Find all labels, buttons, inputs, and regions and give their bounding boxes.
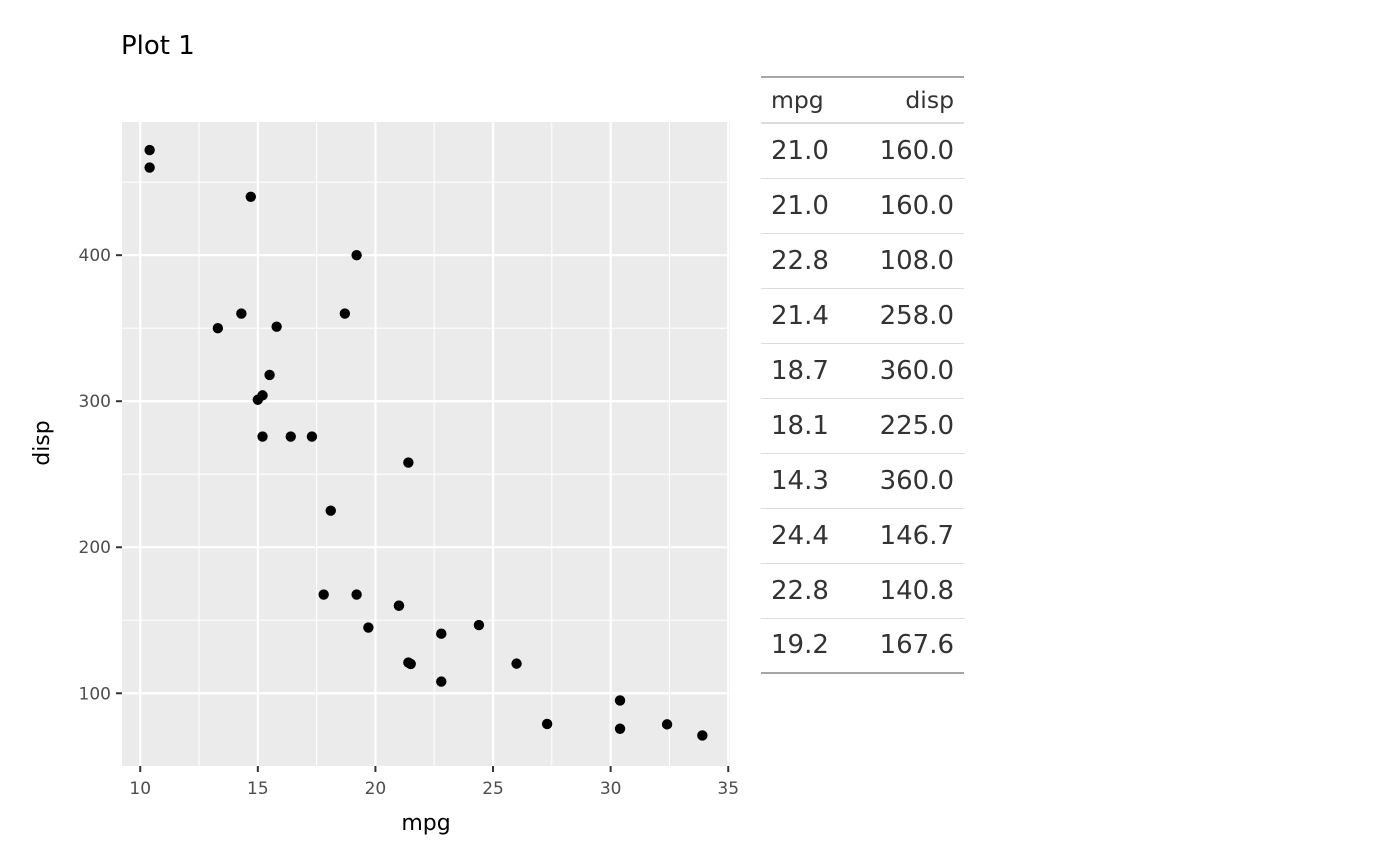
data-point bbox=[212, 322, 224, 334]
table-cell-mpg: 22.8 bbox=[771, 245, 829, 276]
column-header-mpg: mpg bbox=[761, 76, 852, 124]
y-tick-label: 100 bbox=[79, 684, 111, 704]
table-cell-mpg: 21.0 bbox=[771, 135, 829, 166]
x-tick-label: 10 bbox=[129, 779, 151, 799]
data-point bbox=[264, 369, 275, 381]
x-tick-label: 30 bbox=[600, 779, 622, 799]
data-point bbox=[144, 162, 155, 173]
table-cell-mpg: 14.3 bbox=[771, 465, 829, 496]
data-point bbox=[697, 730, 708, 741]
data-point bbox=[473, 619, 485, 631]
data-point bbox=[661, 719, 673, 730]
data-point bbox=[271, 321, 282, 332]
table-row: 22.8 140.8 bbox=[761, 563, 964, 618]
data-point bbox=[325, 505, 336, 516]
grid-lines bbox=[122, 122, 730, 766]
table-row: 14.3 360.0 bbox=[761, 453, 964, 508]
data-point bbox=[257, 431, 268, 442]
table-row: 18.7 360.0 bbox=[761, 343, 964, 398]
y-tick-label: 400 bbox=[79, 246, 111, 266]
table-cell-disp: 167.6 bbox=[879, 630, 954, 661]
table-cell-disp: 160.0 bbox=[879, 190, 954, 221]
table-header-row: mpg disp bbox=[761, 76, 964, 124]
data-points bbox=[144, 144, 708, 741]
data-point bbox=[614, 695, 626, 706]
table-cell-disp: 258.0 bbox=[879, 300, 954, 331]
y-tick-label: 300 bbox=[79, 392, 111, 412]
table-cell-mpg: 19.2 bbox=[771, 630, 829, 661]
x-axis-title: mpg bbox=[401, 811, 450, 836]
table-row: 24.4 146.7 bbox=[761, 508, 964, 563]
x-tick-label: 20 bbox=[365, 779, 387, 799]
data-point bbox=[351, 589, 362, 600]
data-point bbox=[393, 600, 405, 611]
data-point bbox=[306, 431, 318, 442]
data-point bbox=[318, 589, 329, 600]
data-point bbox=[351, 249, 362, 261]
data-point bbox=[285, 431, 296, 442]
table-row: 21.4 258.0 bbox=[761, 288, 964, 343]
data-point bbox=[614, 723, 626, 734]
table-cell-disp: 160.0 bbox=[879, 135, 954, 166]
plot-title: Plot 1 bbox=[121, 31, 195, 61]
table-cell-disp: 360.0 bbox=[879, 355, 954, 386]
y-tick-label: 200 bbox=[79, 538, 111, 558]
data-point bbox=[403, 657, 414, 668]
column-header-disp: disp bbox=[851, 76, 964, 124]
data-point bbox=[245, 191, 256, 202]
table-row: 18.1 225.0 bbox=[761, 398, 964, 453]
data-point bbox=[436, 676, 447, 687]
data-point bbox=[436, 628, 447, 639]
y-axis-title: disp bbox=[30, 420, 55, 466]
table-row: 21.0 160.0 bbox=[761, 123, 964, 178]
x-tick-label: 35 bbox=[717, 779, 739, 799]
table-cell-mpg: 22.8 bbox=[771, 575, 829, 606]
table-row: 21.0 160.0 bbox=[761, 178, 964, 233]
table-cell-mpg: 24.4 bbox=[771, 520, 829, 551]
plot-panel bbox=[122, 122, 730, 766]
table-cell-disp: 146.7 bbox=[879, 520, 954, 551]
table-cell-mpg: 18.1 bbox=[771, 410, 829, 441]
table-cell-mpg: 18.7 bbox=[771, 355, 829, 386]
data-point bbox=[252, 394, 264, 405]
data-table: mpg disp 21.0 160.0 21.0 160.0 22.8 108.0 2… bbox=[761, 76, 964, 674]
x-tick-label: 25 bbox=[482, 779, 504, 799]
data-point bbox=[541, 718, 553, 730]
data-point bbox=[403, 457, 414, 468]
data-point bbox=[236, 308, 247, 319]
table-cell-disp: 140.8 bbox=[879, 575, 954, 606]
table-cell-mpg: 21.0 bbox=[771, 190, 829, 221]
table-cell-disp: 360.0 bbox=[879, 465, 954, 496]
axes: 10 15 20 25 30 35 100 200 300 400 bbox=[79, 246, 740, 799]
table-cell-mpg: 21.4 bbox=[771, 300, 829, 331]
data-point bbox=[339, 308, 351, 319]
table-row: 22.8 108.0 bbox=[761, 233, 964, 288]
data-point bbox=[511, 658, 522, 669]
x-tick-label: 15 bbox=[247, 779, 269, 799]
data-point bbox=[144, 144, 155, 156]
data-point bbox=[363, 622, 374, 633]
table-row: 19.2 167.6 bbox=[761, 618, 964, 673]
panel-background bbox=[122, 122, 730, 766]
table-cell-disp: 108.0 bbox=[879, 245, 954, 276]
table-cell-disp: 225.0 bbox=[879, 410, 954, 441]
